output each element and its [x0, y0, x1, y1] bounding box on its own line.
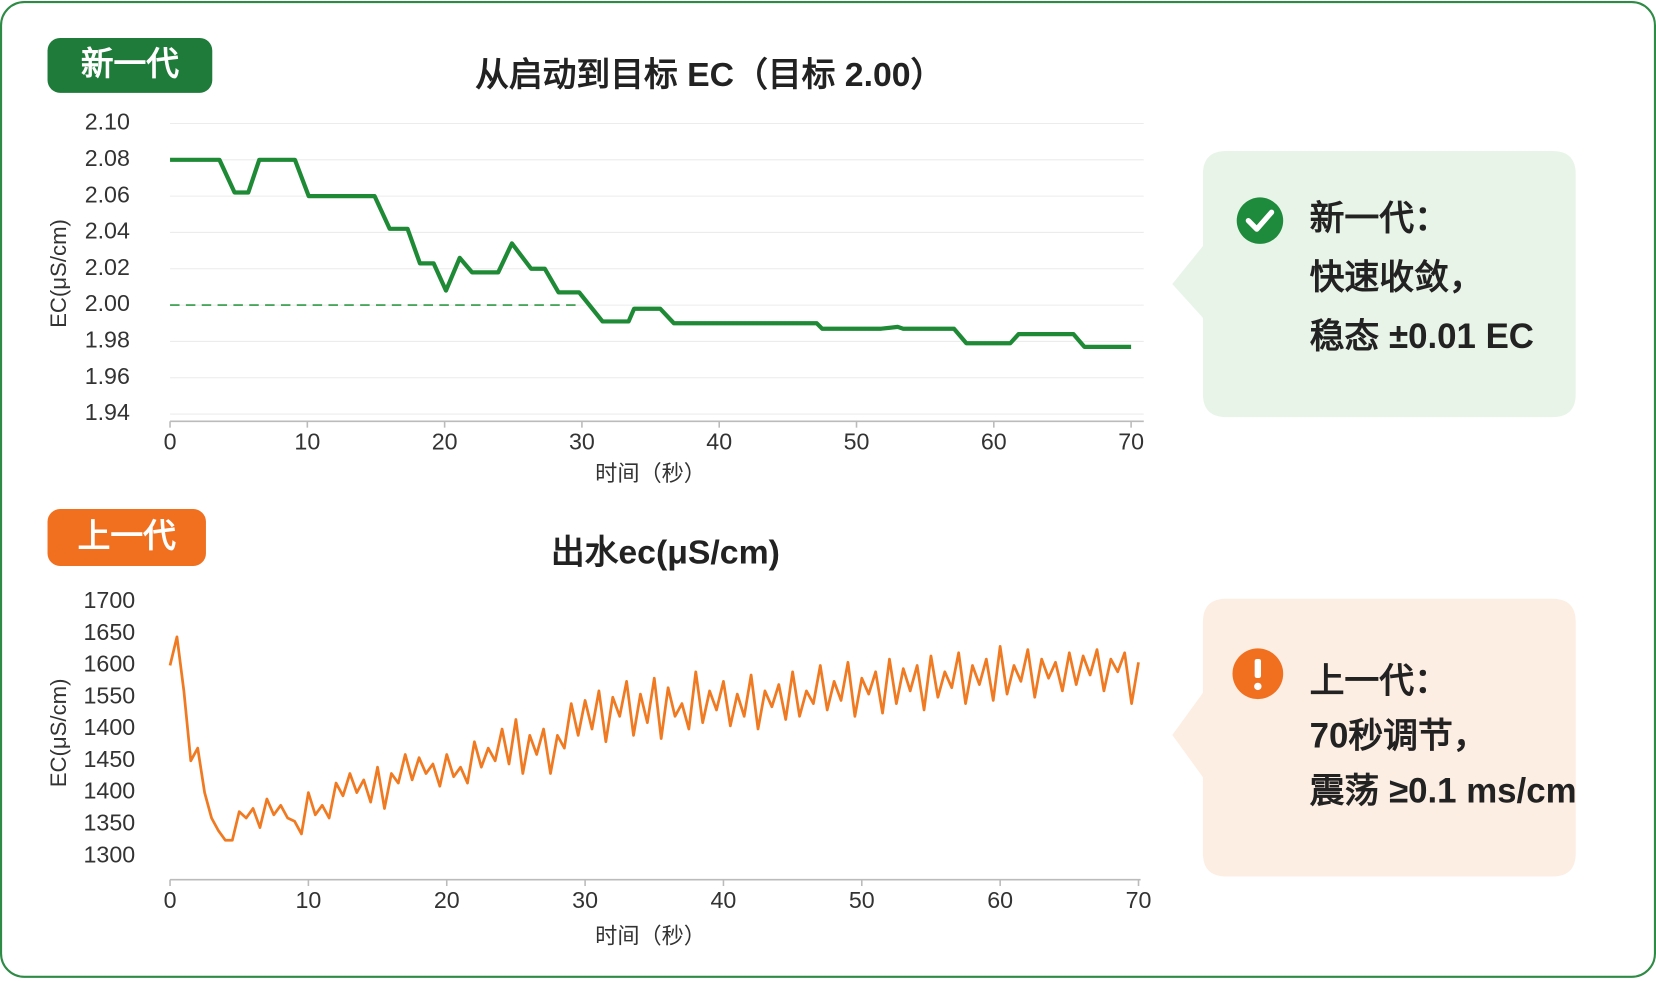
check-icon — [1236, 197, 1284, 244]
data-line — [168, 635, 1140, 842]
x-tick-label: 10 — [295, 887, 321, 913]
y-tick-label: 1400 — [84, 778, 136, 804]
data-line — [170, 157, 1132, 349]
chart-title: 从启动到目标 EC（目标 2.00） — [475, 56, 944, 94]
x-tick-label: 40 — [706, 429, 732, 455]
check-mark — [1245, 209, 1275, 232]
x-tick-label: 60 — [981, 429, 1007, 455]
y-tick-label: 1700 — [84, 587, 136, 613]
y-tick-label: 1.96 — [85, 363, 130, 389]
alert-mark — [1254, 658, 1262, 678]
y-tick-label: 1550 — [84, 682, 136, 708]
y-tick-label: 2.02 — [85, 254, 130, 280]
x-tick-label: 0 — [164, 887, 177, 913]
x-tick-label: 30 — [569, 429, 595, 455]
badge-bg — [47, 37, 213, 93]
x-tick-label: 60 — [987, 887, 1013, 913]
y-tick-label: 1600 — [84, 651, 136, 677]
y-tick-label: 1400 — [84, 714, 136, 740]
y-tick-label: 1350 — [84, 810, 136, 836]
x-tick-label: 50 — [844, 429, 870, 455]
x-tick-label: 20 — [432, 429, 458, 455]
badge: 上一代 — [78, 517, 176, 554]
x-tick-label: 10 — [294, 429, 320, 455]
y-tick-label: 1300 — [84, 841, 136, 867]
y-tick-label: 1650 — [84, 619, 136, 645]
badge: 新一代 — [81, 45, 179, 82]
y-tick-label: 1.94 — [85, 399, 130, 425]
x-axis-label: 时间（秒） — [595, 924, 706, 949]
x-axis-label: 时间（秒） — [595, 461, 706, 486]
chart-title: 出水ec(μS/cm) — [551, 533, 780, 571]
callout-text: 70秒调节， — [1310, 716, 1488, 755]
y-axis-label: EC(μS/cm) — [46, 219, 71, 328]
callout-text: 快速收敛， — [1310, 258, 1484, 297]
x-tick-label: 40 — [711, 887, 737, 913]
x-tick-label: 20 — [434, 887, 460, 913]
callout-text: 稳态 ±0.01 EC — [1310, 317, 1534, 356]
x-tick-label: 0 — [164, 429, 177, 455]
x-tick-label: 70 — [1118, 429, 1144, 455]
callout-text: 震荡 ≥0.1 ms/cm — [1310, 771, 1577, 810]
y-tick-label: 2.08 — [85, 145, 130, 171]
y-tick-label: 2.00 — [85, 290, 130, 316]
callout-text: 上一代： — [1310, 661, 1449, 700]
x-tick-label: 30 — [572, 887, 598, 913]
x-tick-label: 50 — [849, 887, 875, 913]
y-axis-label: EC(μS/cm) — [46, 678, 71, 787]
alert-dot — [1254, 682, 1262, 691]
y-tick-label: 1450 — [84, 746, 136, 772]
callout-text: 新一代： — [1310, 199, 1449, 238]
y-tick-label: 1.98 — [85, 327, 130, 353]
y-tick-label: 2.04 — [85, 218, 130, 244]
y-tick-label: 2.06 — [85, 181, 130, 207]
y-tick-label: 2.10 — [85, 109, 130, 135]
badge-bg — [47, 508, 206, 567]
x-tick-label: 70 — [1126, 887, 1152, 913]
